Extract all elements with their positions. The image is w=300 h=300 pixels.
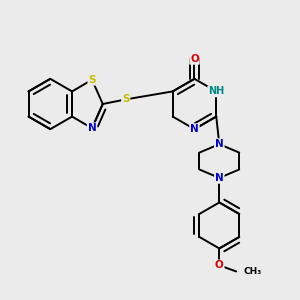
Text: N: N (190, 124, 199, 134)
Text: N: N (215, 139, 224, 149)
Text: CH₃: CH₃ (244, 267, 262, 276)
Text: O: O (190, 54, 199, 64)
Text: S: S (122, 94, 130, 104)
Text: N: N (215, 173, 224, 183)
Text: S: S (88, 75, 96, 85)
Text: NH: NH (208, 86, 224, 96)
Text: N: N (88, 123, 96, 133)
Text: O: O (215, 260, 224, 270)
